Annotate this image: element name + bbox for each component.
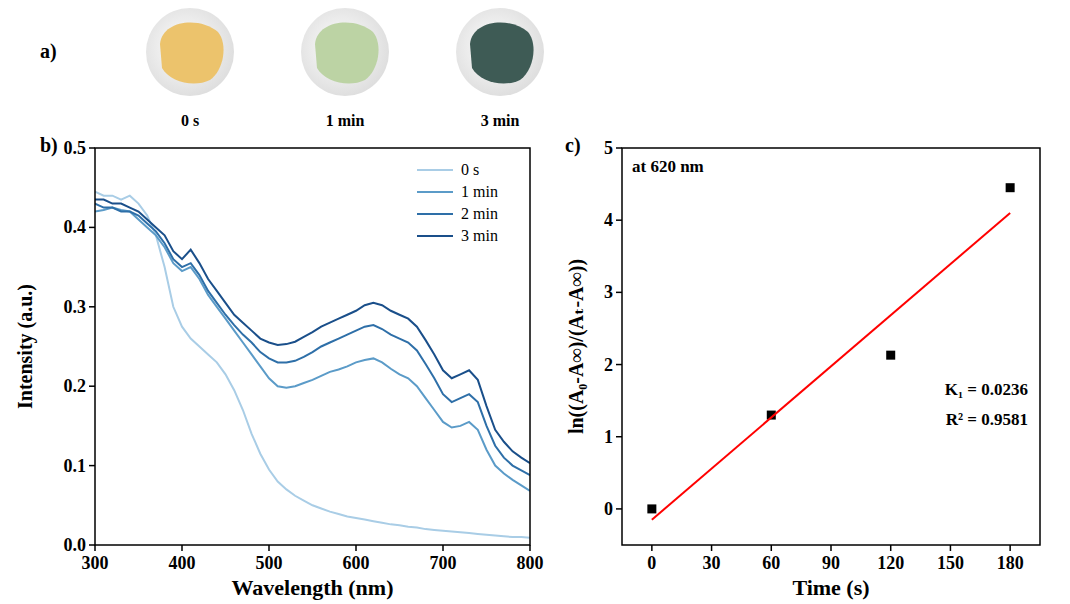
x-tick xyxy=(181,545,183,551)
y-tick-label: 0.2 xyxy=(64,376,87,396)
photo-powder xyxy=(160,22,224,83)
legend-swatch xyxy=(417,169,453,171)
series-line xyxy=(652,213,1010,520)
y-tick xyxy=(89,544,95,546)
y-tick-label: 1 xyxy=(604,427,613,447)
legend-swatch xyxy=(417,235,453,237)
y-tick-label: 5 xyxy=(604,138,613,158)
x-tick xyxy=(94,545,96,551)
y-tick-label: 3 xyxy=(604,282,613,302)
y-tick xyxy=(616,219,622,221)
y-tick xyxy=(89,227,95,229)
x-tick-label: 90 xyxy=(822,553,840,573)
x-tick xyxy=(442,545,444,551)
legend-label: 0 s xyxy=(461,161,479,178)
legend: 0 s 1 min 2 min 3 min xyxy=(417,161,498,244)
marks xyxy=(647,183,1014,520)
plot-frame xyxy=(95,148,530,545)
legend-label: 2 min xyxy=(461,205,498,222)
x-tick-label: 0 xyxy=(647,553,656,573)
panel-label: a) xyxy=(40,40,57,63)
photo-powder xyxy=(470,22,534,83)
x-tick-label: 120 xyxy=(877,553,904,573)
photo-dish xyxy=(456,8,544,96)
x-tick xyxy=(830,545,832,551)
y-tick xyxy=(616,292,622,294)
x-tick xyxy=(651,545,653,551)
x-tick-label: 600 xyxy=(343,553,370,573)
y-tick-label: 0 xyxy=(604,499,613,519)
x-tick xyxy=(1009,545,1011,551)
y-tick xyxy=(616,147,622,149)
x-tick-label: 30 xyxy=(703,553,721,573)
photo-dish xyxy=(146,8,234,96)
y-tick xyxy=(89,385,95,387)
x-tick xyxy=(890,545,892,551)
marks xyxy=(95,192,530,538)
photo-caption: 1 min xyxy=(326,112,365,129)
y-tick xyxy=(616,364,622,366)
annotation: K₁ = 0.0236 xyxy=(945,380,1028,399)
x-axis-title: Wavelength (nm) xyxy=(232,575,394,600)
x-tick-label: 700 xyxy=(430,553,457,573)
point xyxy=(886,351,895,360)
panel: b) 300 400 500 600 700 800 0.0 0.1 0.2 0.3 0.4 0.5 Wa… xyxy=(14,134,544,600)
y-tick-label: 0.4 xyxy=(64,217,87,237)
series-line xyxy=(95,192,530,538)
x-tick-label: 400 xyxy=(169,553,196,573)
series-line xyxy=(95,208,530,491)
legend-swatch xyxy=(417,213,453,215)
legend-label: 3 min xyxy=(461,227,498,244)
y-axis-title: ln((A₀-A∞)/(Aₜ-A∞)) xyxy=(565,259,588,434)
photo-caption: 0 s xyxy=(181,112,199,129)
x-tick-label: 300 xyxy=(82,553,109,573)
y-tick xyxy=(89,306,95,308)
x-tick xyxy=(771,545,773,551)
x-tick-label: 800 xyxy=(517,553,544,573)
annotation: at 620 nm xyxy=(632,157,704,176)
x-tick xyxy=(950,545,952,551)
panel-label: c) xyxy=(565,134,581,157)
series-line xyxy=(95,200,530,464)
y-tick xyxy=(616,436,622,438)
y-tick xyxy=(89,465,95,467)
y-tick xyxy=(616,508,622,510)
y-axis-title: Intensity (a.u.) xyxy=(14,284,37,409)
x-tick xyxy=(711,545,713,551)
x-tick-label: 500 xyxy=(256,553,283,573)
x-tick-label: 150 xyxy=(937,553,964,573)
x-tick xyxy=(355,545,357,551)
photo-caption: 3 min xyxy=(481,112,520,129)
y-tick xyxy=(89,147,95,149)
y-tick-label: 2 xyxy=(604,355,613,375)
plot-frame xyxy=(622,148,1040,545)
photo-powder xyxy=(315,22,379,83)
panel: c) 0 30 60 90 120 150 180 0 1 2 3 4 5 Time (s) ln((A₀-A… xyxy=(565,134,1040,600)
x-tick-label: 60 xyxy=(762,553,780,573)
panel-label: b) xyxy=(40,134,58,157)
x-tick xyxy=(529,545,531,551)
series-line xyxy=(95,204,530,476)
y-tick-label: 4 xyxy=(604,210,613,230)
point xyxy=(647,504,656,513)
x-axis-title: Time (s) xyxy=(792,575,869,600)
photo-dish xyxy=(301,8,389,96)
x-tick-label: 180 xyxy=(997,553,1024,573)
point xyxy=(1006,183,1015,192)
legend-swatch xyxy=(417,191,453,193)
y-tick-label: 0.0 xyxy=(64,535,87,555)
x-tick xyxy=(268,545,270,551)
annotation: R² = 0.9581 xyxy=(946,410,1028,429)
y-tick-label: 0.1 xyxy=(64,456,87,476)
y-tick-label: 0.5 xyxy=(64,138,87,158)
y-tick-label: 0.3 xyxy=(64,297,87,317)
legend-label: 1 min xyxy=(461,183,498,200)
figure: a)0 s1 min3 minb)3004005006007008000.00.… xyxy=(0,0,1070,604)
